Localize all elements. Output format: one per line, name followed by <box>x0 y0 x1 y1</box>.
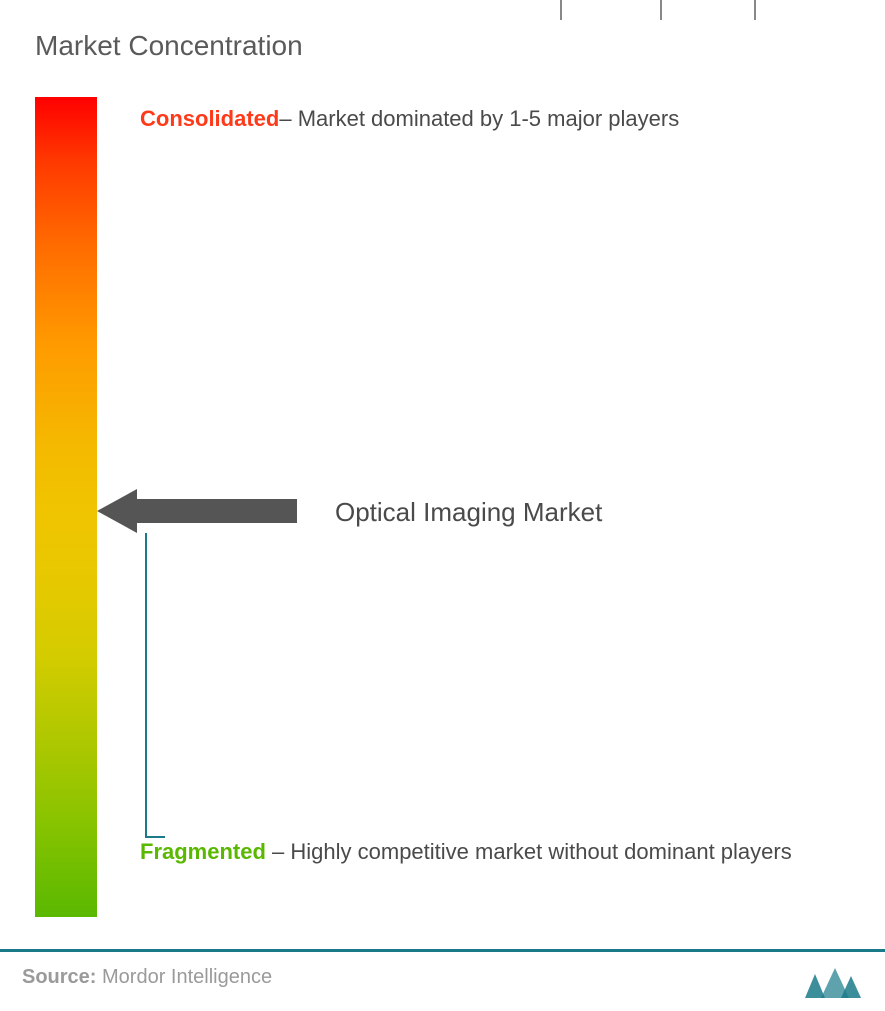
fragmented-label: Fragmented <box>140 839 266 864</box>
arrow-icon <box>97 489 297 533</box>
consolidated-desc: – Market dominated by 1-5 major players <box>279 106 679 131</box>
source-attribution: Source: Mordor Intelligence <box>22 966 272 989</box>
source-label: Source: <box>22 966 96 988</box>
consolidated-label: Consolidated <box>140 106 279 131</box>
mordor-logo-icon <box>803 966 863 1000</box>
tick-mark <box>560 0 562 20</box>
tick-mark <box>660 0 662 20</box>
infographic-container: Market Concentration Consolidated– Marke… <box>0 0 885 1011</box>
page-title: Market Concentration <box>35 30 850 62</box>
market-arrow <box>97 489 297 533</box>
source-value: Mordor Intelligence <box>96 966 272 988</box>
market-name-label: Optical Imaging Market <box>335 497 602 528</box>
concentration-diagram: Consolidated– Market dominated by 1-5 ma… <box>35 97 850 927</box>
fragmented-label-block: Fragmented – Highly competitive market w… <box>140 832 840 872</box>
fragmented-desc: – Highly competitive market without domi… <box>266 839 792 864</box>
connector-line <box>145 533 147 838</box>
gradient-scale-bar <box>35 97 97 917</box>
arrow-head <box>97 489 137 533</box>
arrow-body <box>135 499 297 523</box>
tick-mark <box>754 0 756 20</box>
consolidated-label-block: Consolidated– Market dominated by 1-5 ma… <box>140 99 840 139</box>
footer: Source: Mordor Intelligence <box>0 949 885 1011</box>
